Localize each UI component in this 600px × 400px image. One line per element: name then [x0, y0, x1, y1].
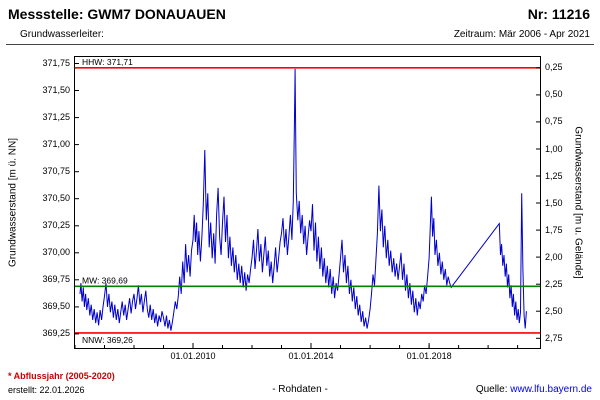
y-axis-tick-left: 371,75	[42, 58, 70, 68]
y-axis-tick-right: 2,25	[545, 278, 563, 289]
y-axis-tick-right: 0,25	[545, 62, 563, 73]
hhw-reference-label: HHW: 371,71	[82, 57, 133, 67]
created-date: erstellt: 22.01.2026	[8, 385, 85, 395]
y-axis-tick-right: 2,75	[545, 332, 563, 343]
chart-canvas: HHW: 371,71 MW: 369,69 NNW: 369,26	[75, 57, 540, 348]
x-axis-tick: 01.01.2010	[170, 351, 216, 361]
y-axis-tick-left: 369,25	[42, 328, 70, 339]
y-axis-tick-left: 371,50	[42, 85, 70, 95]
source-label: Quelle:	[475, 384, 508, 395]
data-type-label: - Rohdaten -	[272, 384, 328, 395]
y-axis-tick-left: 371,00	[42, 139, 70, 150]
y-axis-tick-right: 1,50	[545, 197, 563, 208]
chart-plot-area: HHW: 371,71 MW: 369,69 NNW: 369,26	[74, 56, 541, 349]
period-label: Zeitraum: Mär 2006 - Apr 2021	[453, 29, 590, 40]
y-axis-tick-right: 1,25	[545, 170, 563, 181]
y-axis-tick-right: 0,75	[545, 116, 563, 127]
x-axis-tick: 01.01.2018	[406, 351, 452, 361]
y-axis-tick-right: 2,00	[545, 251, 563, 262]
y-axis-tick-left: 369,75	[42, 274, 70, 285]
y-axis-tick-left: 371,25	[42, 112, 70, 123]
station-title: Messstelle: GWM7 DONAUAUEN	[8, 6, 226, 22]
footnote-abflussjahr: * Abflussjahr (2005-2020)	[8, 371, 115, 381]
x-axis-tick: 01.01.2014	[288, 351, 334, 361]
nnw-reference-label: NNW: 369,26	[82, 335, 133, 345]
y-axis-tick-left: 370,50	[42, 193, 70, 204]
source: Quelle: www.lfu.bayern.de	[476, 384, 592, 395]
station-number: Nr: 11216	[527, 6, 590, 22]
y-axis-tick-right: 1,75	[545, 224, 563, 235]
y-axis-tick-left: 370,75	[42, 166, 70, 177]
y-axis-tick-left: 370,25	[42, 220, 70, 231]
groundwater-series-line	[79, 68, 527, 331]
mw-reference-label: MW: 369,69	[82, 275, 128, 285]
y-axis-tick-left: 370,00	[42, 247, 70, 258]
y-axis-tick-right: 2,50	[545, 305, 563, 316]
source-link[interactable]: www.lfu.bayern.de	[510, 384, 592, 395]
header-divider	[6, 44, 594, 45]
aquifer-label: Grundwasserleiter:	[20, 29, 104, 40]
y-axis-tick-right: 0,50	[545, 89, 563, 100]
y-axis-tick-left: 369,50	[42, 301, 70, 312]
y-axis-tick-right: 1,00	[545, 143, 563, 154]
